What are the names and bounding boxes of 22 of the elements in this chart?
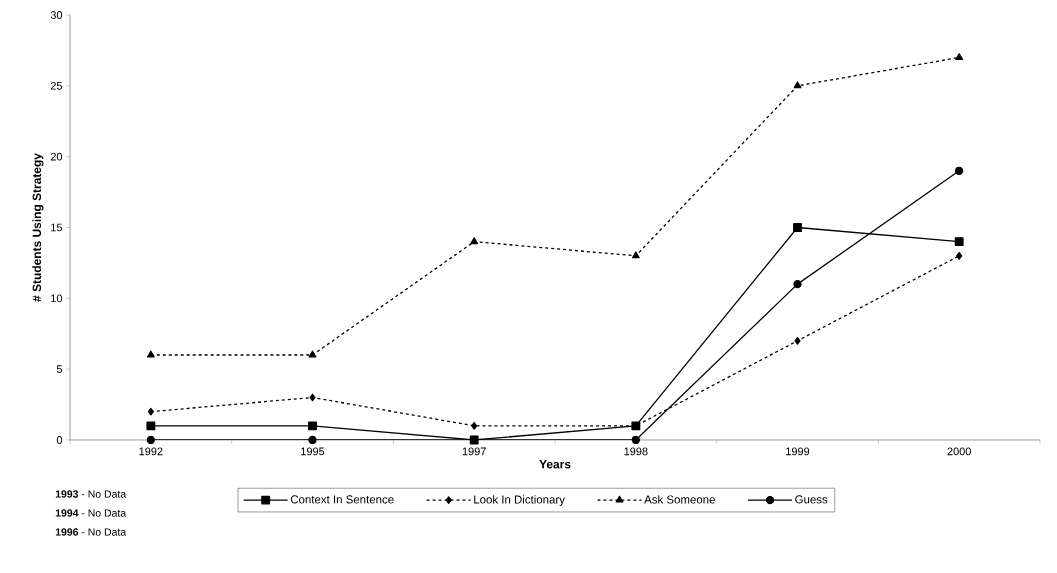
y-tick-label: 0 [56, 436, 63, 444]
legend-label: Guess [795, 495, 828, 504]
x-tick-label: 1999 [786, 447, 810, 456]
x-tick-label: 2000 [947, 447, 971, 456]
legend-label: Context In Sentence [290, 495, 394, 504]
text: 1994 - No Data [55, 509, 127, 517]
x-tick-label: 1997 [462, 447, 486, 456]
y-tick-label: 15 [51, 223, 63, 232]
y-tick-label: 20 [50, 152, 63, 161]
x-tick-label: 1998 [624, 447, 648, 456]
x-axis-title: Years [539, 460, 571, 469]
text: 1993 - No Data [55, 490, 127, 498]
y-axis-title: # Students Using Strategy [32, 153, 44, 302]
legend-label: Look In Dictionary [474, 495, 565, 506]
y-tick-label: 5 [56, 365, 63, 373]
y-tick-label: 30 [50, 11, 63, 19]
x-tick-label: 1995 [301, 447, 325, 456]
y-tick-label: 10 [51, 294, 63, 303]
x-tick-label: 1992 [139, 447, 163, 456]
y-tick-label: 25 [50, 81, 63, 90]
legend-label: Ask Someone [644, 495, 715, 504]
text: 1996 - No Data [55, 528, 127, 536]
